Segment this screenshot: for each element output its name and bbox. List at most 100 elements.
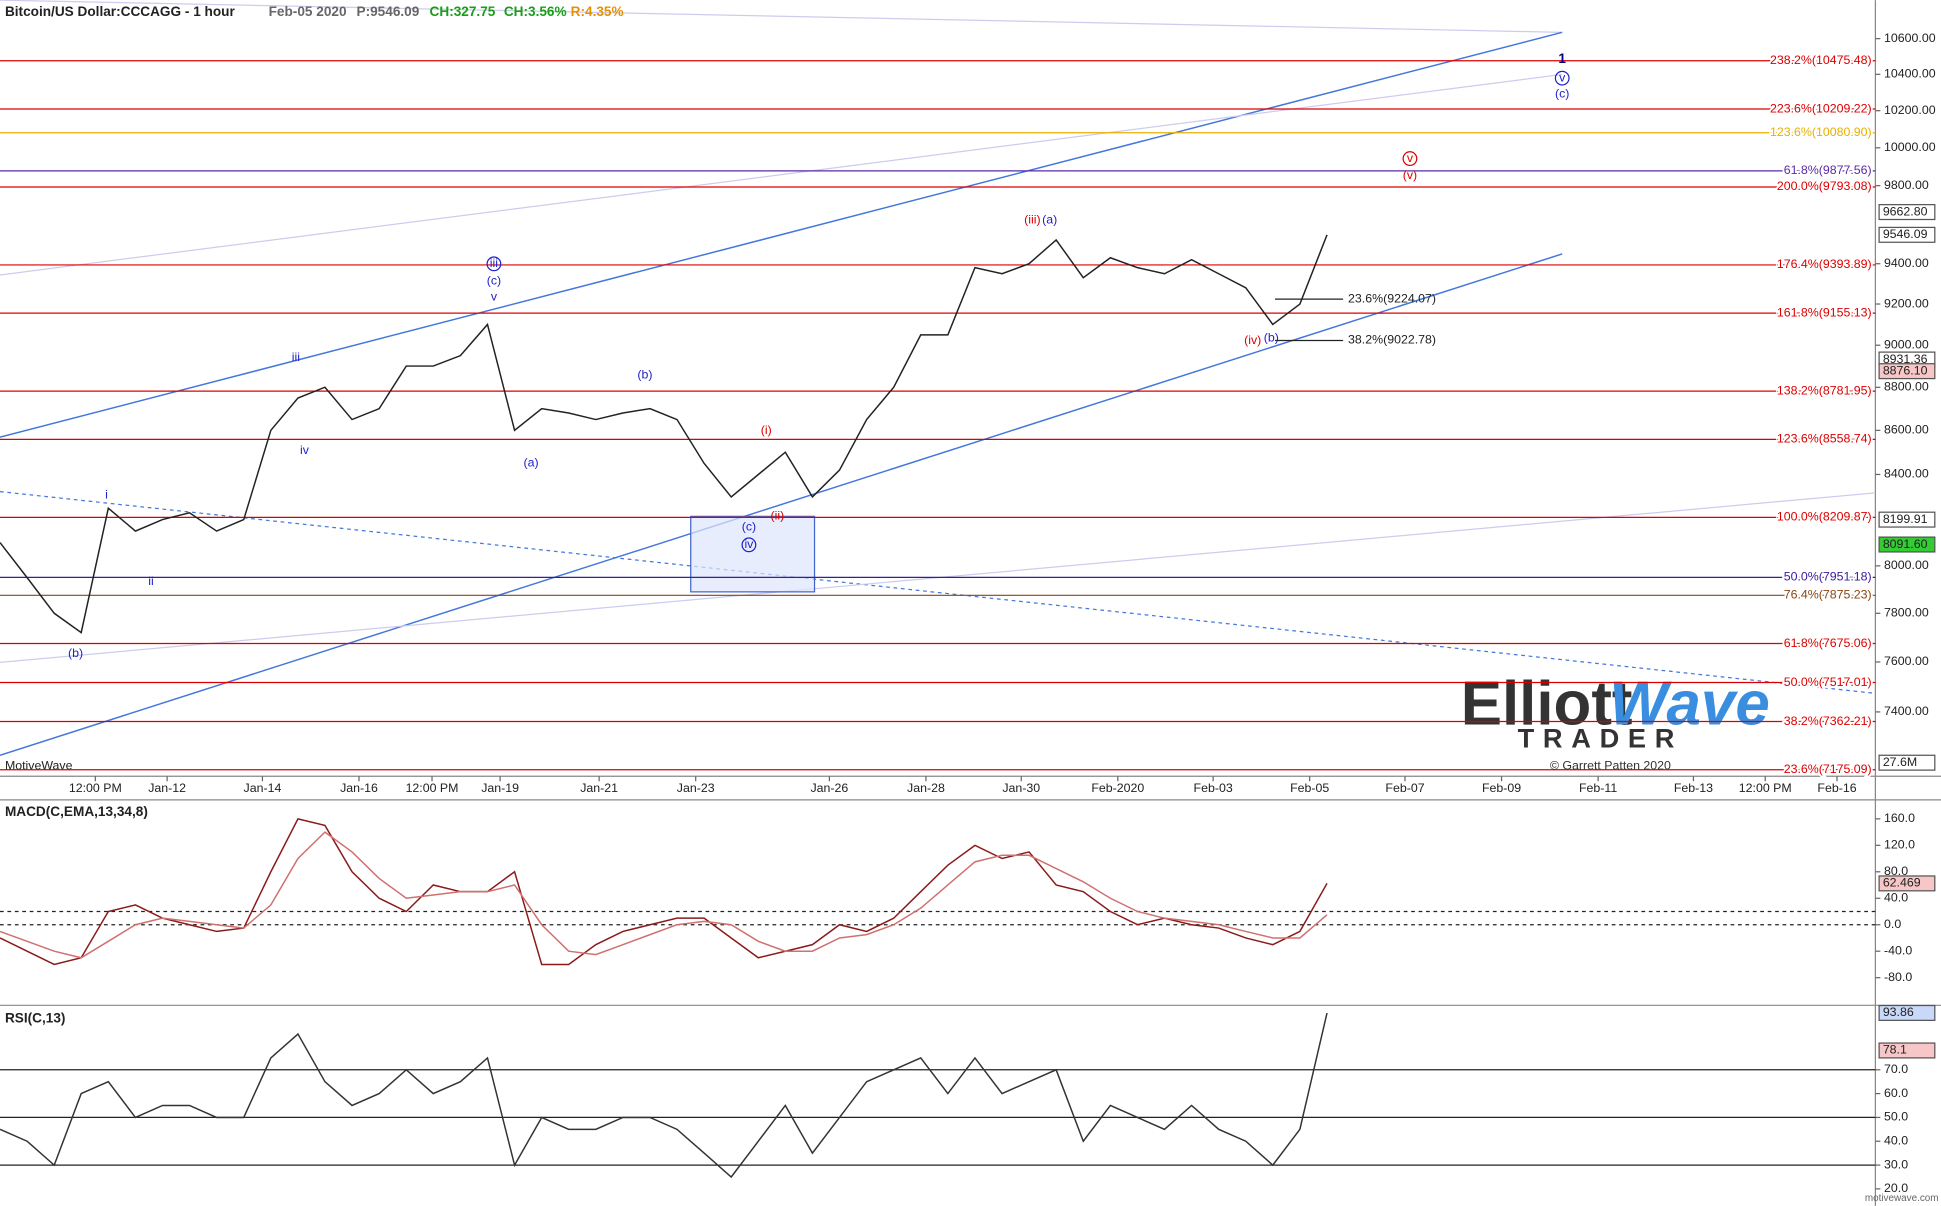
header-price: P:9546.09 bbox=[357, 4, 420, 19]
wave-label: (ii) bbox=[771, 509, 785, 523]
x-tick-label: Feb-11 bbox=[1579, 781, 1617, 795]
y-tick-label: 70.0 bbox=[1884, 1062, 1908, 1076]
fib-label: 123.6%(10080.90) bbox=[1770, 125, 1872, 139]
x-tick-label: Feb-13 bbox=[1674, 781, 1713, 795]
wave-label: (iv) bbox=[1244, 333, 1261, 347]
y-tick-label: 7800.00 bbox=[1884, 606, 1929, 620]
copyright: © Garrett Patten 2020 bbox=[1550, 759, 1671, 773]
wave-label: (a) bbox=[523, 455, 538, 469]
y-tick-label: 50.0 bbox=[1884, 1110, 1908, 1124]
source: MotiveWave bbox=[5, 759, 73, 773]
price-tag bbox=[1878, 204, 1936, 221]
wave-label: iv bbox=[300, 443, 310, 457]
price-tag-label: 8876.10 bbox=[1883, 363, 1928, 377]
wave-label: iii bbox=[292, 350, 300, 364]
y-tick-label: 7400.00 bbox=[1884, 704, 1929, 718]
price-tag bbox=[1878, 226, 1936, 243]
price-tag-label: 8091.60 bbox=[1883, 537, 1928, 551]
wave-label: v bbox=[1559, 70, 1566, 84]
x-tick-label: 12:00 PM bbox=[406, 781, 459, 795]
target-box bbox=[690, 515, 816, 593]
x-tick-label: Feb-2020 bbox=[1091, 781, 1144, 795]
price-tag-label: 8199.91 bbox=[1883, 512, 1928, 526]
fib-label: 200.0%(9793.08) bbox=[1777, 179, 1872, 193]
wave-circle bbox=[1402, 151, 1418, 167]
x-tick-label: Jan-26 bbox=[810, 781, 848, 795]
y-tick-label: 120.0 bbox=[1884, 838, 1915, 852]
price-tag bbox=[1878, 1042, 1936, 1059]
y-tick-label: 40.0 bbox=[1884, 1134, 1908, 1148]
x-tick-label: Feb-03 bbox=[1194, 781, 1233, 795]
header-date: Feb-05 2020 bbox=[269, 4, 347, 19]
wave-label: v bbox=[491, 290, 498, 304]
channel-line bbox=[0, 73, 1563, 276]
y-tick-label: 9200.00 bbox=[1884, 296, 1929, 310]
fib-label: 23.6%(7175.09) bbox=[1784, 762, 1872, 776]
wave-label: (b) bbox=[68, 646, 83, 660]
y-tick-label: 30.0 bbox=[1884, 1157, 1908, 1171]
y-tick-label: 8600.00 bbox=[1884, 423, 1929, 437]
price-tag-label: 8931.36 bbox=[1883, 352, 1928, 366]
y-tick-label: 8400.00 bbox=[1884, 467, 1929, 481]
price-tag bbox=[1878, 511, 1936, 528]
y-tick-label: -40.0 bbox=[1884, 943, 1912, 957]
fib-label: 161.8%(9155.13) bbox=[1777, 305, 1872, 319]
x-tick-label: Jan-12 bbox=[148, 781, 186, 795]
x-tick-label: 12:00 PM bbox=[69, 781, 122, 795]
y-tick-label: 10400.00 bbox=[1884, 67, 1936, 81]
header-change-pct: CH:3.56% bbox=[504, 4, 567, 19]
price-tag bbox=[1878, 875, 1936, 892]
price-tag bbox=[1878, 363, 1936, 380]
volume-label: 27.6M bbox=[1883, 755, 1917, 769]
wave-label: i bbox=[105, 488, 108, 502]
x-tick-label: Jan-16 bbox=[340, 781, 378, 795]
wave-label: (c) bbox=[1555, 86, 1569, 100]
wave-label: (b) bbox=[637, 367, 652, 381]
wave-label: 1 bbox=[1558, 51, 1566, 66]
y-tick-label: 7600.00 bbox=[1884, 654, 1929, 668]
wave-circle bbox=[1554, 70, 1570, 86]
y-tick-label: 40.0 bbox=[1884, 891, 1908, 905]
wave-label: (c) bbox=[487, 273, 501, 287]
wave-label: (i) bbox=[761, 423, 772, 437]
y-tick-label: -80.0 bbox=[1884, 970, 1912, 984]
fib-label: 61.8%(7675.06) bbox=[1784, 636, 1872, 650]
fib-label: 223.6%(10209.22) bbox=[1770, 101, 1872, 115]
y-tick-label: 80.0 bbox=[1884, 864, 1908, 878]
y-tick-label: 0.0 bbox=[1884, 917, 1901, 931]
price-tag-label: 9662.80 bbox=[1883, 204, 1928, 218]
fib-label: 123.6%(8558.74) bbox=[1777, 432, 1872, 446]
y-tick-label: 20.0 bbox=[1884, 1181, 1908, 1195]
fib-label: 238.2%(10475.48) bbox=[1770, 53, 1872, 67]
wave-label: iv bbox=[744, 537, 754, 551]
y-tick-label: 160.0 bbox=[1884, 811, 1915, 825]
y-tick-label: 9800.00 bbox=[1884, 178, 1929, 192]
logo-word: Elliott bbox=[1461, 670, 1633, 739]
price-tag bbox=[1878, 1004, 1936, 1021]
annotation: 23.6%(9224.07) bbox=[1348, 291, 1436, 305]
fib-label: 138.2%(8781.95) bbox=[1777, 383, 1872, 397]
fib-label: 176.4%(9393.89) bbox=[1777, 257, 1872, 271]
price-tag-label: 9546.09 bbox=[1883, 227, 1928, 241]
panel-title: MACD(C,EMA,13,34,8) bbox=[5, 804, 148, 819]
x-tick-label: Feb-05 bbox=[1290, 781, 1329, 795]
channel-line bbox=[0, 0, 1563, 33]
y-tick-label: 60.0 bbox=[1884, 1086, 1908, 1100]
logo-word: TRADER bbox=[1518, 723, 1683, 754]
y-tick-label: 9400.00 bbox=[1884, 256, 1929, 270]
series-line bbox=[0, 1012, 1328, 1179]
wave-label: v bbox=[1407, 151, 1414, 165]
panel-title: RSI(C,13) bbox=[5, 1011, 66, 1026]
x-tick-label: Jan-19 bbox=[481, 781, 519, 795]
x-tick-label: Jan-23 bbox=[677, 781, 715, 795]
series-line bbox=[0, 234, 1328, 634]
fib-label: 100.0%(8209.87) bbox=[1777, 510, 1872, 524]
channel-line bbox=[0, 253, 1563, 756]
series-line bbox=[0, 831, 1328, 959]
y-tick-label: 10600.00 bbox=[1884, 31, 1936, 45]
wave-label: (c) bbox=[742, 520, 756, 534]
fib-label: 76.4%(7875.23) bbox=[1784, 588, 1872, 602]
header-range: R:4.35% bbox=[571, 4, 624, 19]
price-tag bbox=[1878, 536, 1936, 553]
